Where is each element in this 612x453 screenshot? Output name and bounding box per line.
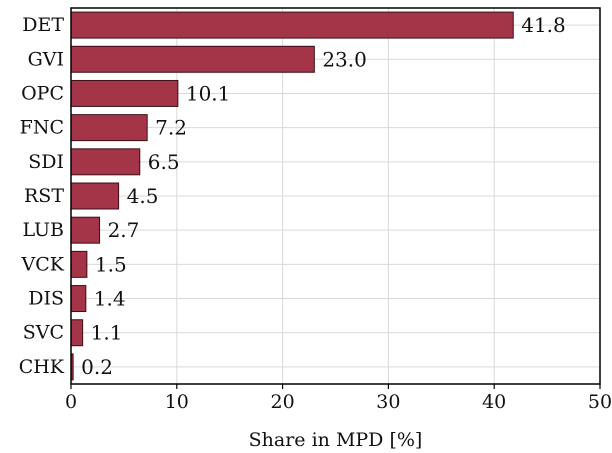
bars-group bbox=[70, 11, 514, 381]
category-label-gvi: GVI bbox=[28, 48, 64, 70]
bar-rst bbox=[70, 182, 120, 210]
value-label-svc: 1.1 bbox=[91, 321, 123, 345]
value-labels: 41.8 23.0 10.1 7.2 6.5 4.5 2.7 1.5 1.4 1.1 0.2 bbox=[81, 13, 566, 379]
x-tick-label-2: 20 bbox=[271, 391, 295, 413]
category-label-opc: OPC bbox=[21, 82, 64, 104]
bar-fnc bbox=[70, 114, 148, 142]
x-tick-label-5: 50 bbox=[588, 391, 612, 413]
bar-gvi bbox=[70, 45, 315, 73]
bar-det bbox=[70, 11, 514, 39]
x-tick-label-1: 10 bbox=[165, 391, 189, 413]
category-label-sdi: SDI bbox=[28, 151, 64, 173]
value-label-lub: 2.7 bbox=[108, 218, 140, 242]
category-label-svc: SVC bbox=[23, 322, 64, 344]
x-tick-label-4: 40 bbox=[482, 391, 506, 413]
category-label-vck: VCK bbox=[21, 253, 65, 275]
bar-sdi bbox=[70, 148, 141, 176]
value-label-det: 41.8 bbox=[521, 13, 566, 37]
category-label-det: DET bbox=[22, 14, 64, 36]
bar-opc bbox=[70, 79, 179, 107]
category-label-chk: CHK bbox=[19, 356, 65, 378]
x-axis-ticks: 0 10 20 30 40 50 bbox=[65, 384, 612, 413]
x-tick-label-0: 0 bbox=[65, 391, 77, 413]
value-label-rst: 4.5 bbox=[127, 184, 159, 208]
category-labels: DET GVI OPC FNC SDI RST LUB VCK DIS SVC CHK bbox=[19, 14, 65, 378]
value-label-opc: 10.1 bbox=[186, 81, 231, 105]
value-label-sdi: 6.5 bbox=[148, 150, 180, 174]
category-label-dis: DIS bbox=[28, 288, 64, 310]
x-axis-label: Share in MPD [%] bbox=[249, 429, 423, 451]
x-tick-label-3: 30 bbox=[376, 391, 400, 413]
category-label-rst: RST bbox=[24, 185, 64, 207]
bar-lub bbox=[70, 216, 101, 244]
value-label-dis: 1.4 bbox=[94, 287, 126, 311]
bar-svc bbox=[70, 319, 84, 347]
value-label-chk: 0.2 bbox=[81, 355, 113, 379]
value-label-gvi: 23.0 bbox=[322, 47, 367, 71]
plot-frame bbox=[70, 7, 601, 385]
category-label-lub: LUB bbox=[22, 219, 64, 241]
value-label-fnc: 7.2 bbox=[155, 116, 187, 140]
value-label-vck: 1.5 bbox=[95, 252, 127, 276]
category-label-fnc: FNC bbox=[20, 117, 64, 139]
bar-vck bbox=[70, 250, 88, 278]
bar-dis bbox=[70, 285, 87, 313]
